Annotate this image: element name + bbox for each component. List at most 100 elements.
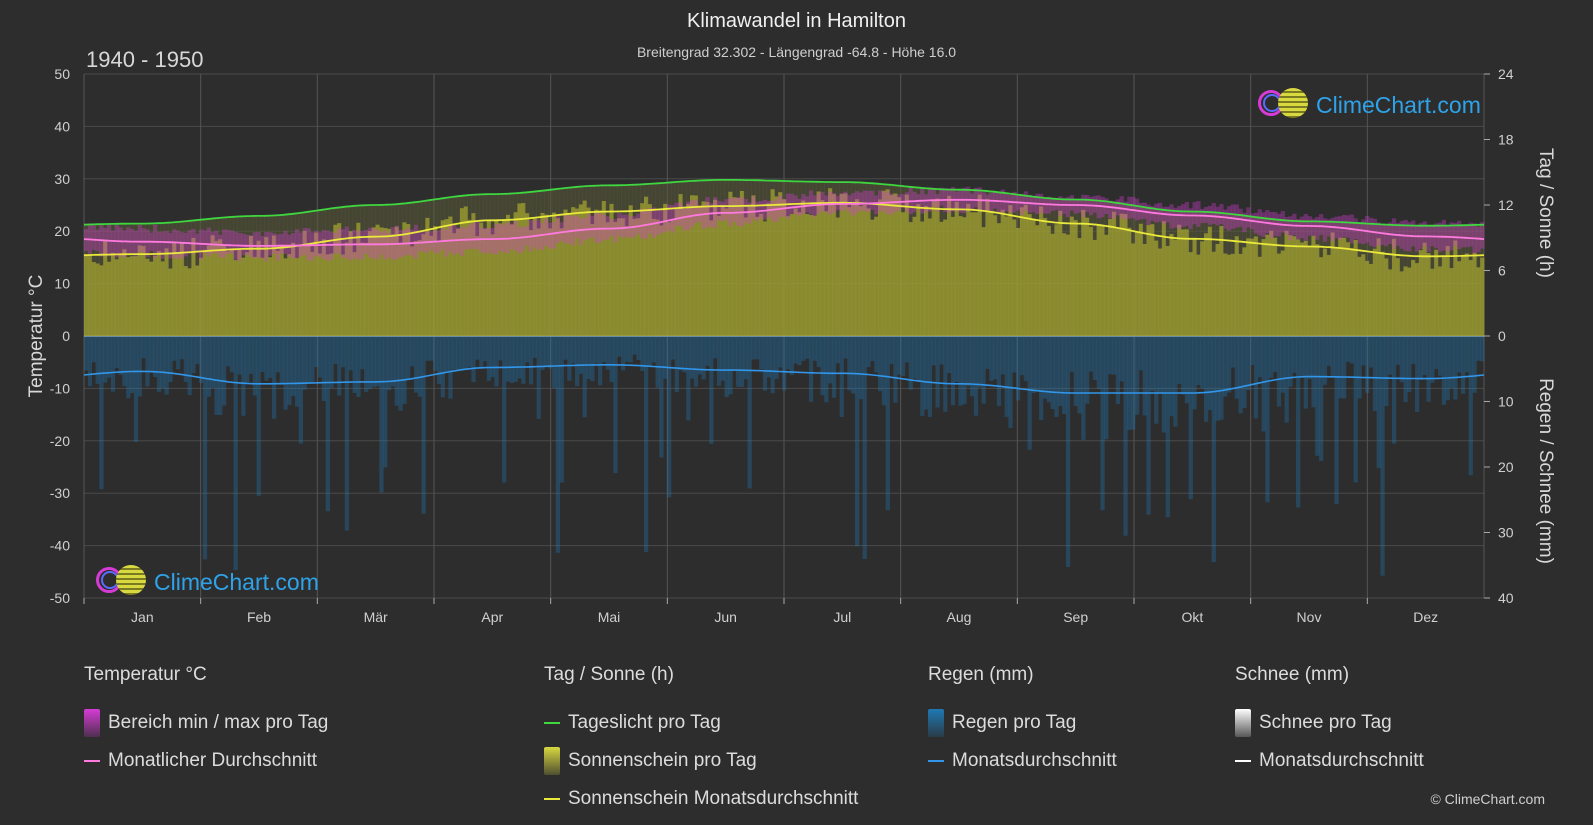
legend-swatch [1235,760,1251,762]
rain-bar [1207,336,1213,411]
rain-bar [413,336,419,393]
rain-bar [1460,336,1466,394]
right-axis-title-top: Tag / Sonne (h) [1535,148,1556,278]
sunshine-bar [693,195,699,336]
rain-bar [831,336,837,398]
rain-bar [1111,336,1117,375]
rain-bar [1399,336,1404,383]
temp-range-bar [298,232,304,257]
sunshine-bar [486,220,491,336]
legend-item: Regen pro Tag [928,704,1117,742]
sunshine-bar [835,217,841,336]
temp-range-bar [237,232,242,261]
temp-range-bar [1380,223,1385,246]
sunshine-bar [590,223,595,336]
rain-bar [294,336,300,407]
sunshine-bar [110,252,116,336]
sunshine-bar [252,256,258,336]
sunshine-bar [1273,237,1278,336]
temp-range-bar [360,231,365,260]
logo-top[interactable]: ClimeChart.com [1258,88,1481,122]
sunshine-bar [513,212,518,336]
temp-range-bar [179,232,185,259]
rain-bar [993,336,998,380]
temp-range-bar [283,230,288,254]
sunshine-bar [1288,235,1293,336]
temp-range-bar [889,193,894,215]
rain-bar [693,336,699,387]
rain-bar [617,336,622,357]
sunshine-bar [1108,219,1113,336]
rain-bar [498,336,503,361]
sunshine-bar [574,208,580,336]
sunshine-bar [736,197,741,336]
temp-range-bar [1019,195,1025,215]
temp-range-bar [1311,218,1316,236]
sunshine-bar [237,248,242,336]
rain-bar [271,336,277,419]
legend-label: Monatlicher Durchschnitt [108,750,318,771]
rain-bar [364,336,369,392]
temp-range-bar [747,202,752,224]
temp-range-bar [985,194,990,212]
rain-bar [1445,336,1450,401]
rain-bar [406,336,411,380]
sunshine-bar [1062,233,1067,336]
rain-bar [402,336,407,404]
rain-bar [248,336,254,374]
rain-bar [337,336,342,396]
temp-range-bar [1480,222,1485,249]
rain-bar [1192,336,1197,410]
rain-bar [1357,336,1362,399]
rain-bar [130,336,135,394]
sunshine-bar [459,208,465,336]
sunshine-bar [1437,266,1443,336]
rain-bar [736,336,741,387]
temp-range-bar [532,220,538,248]
temp-range-bar [732,198,737,222]
rain-bar [670,336,676,360]
rain-bar [1457,336,1462,373]
rain-bar [720,336,725,381]
rain-bar [1384,336,1389,407]
temp-range-bar [1384,224,1389,247]
sunshine-bar [275,250,281,336]
left-tick-label: -20 [50,433,70,449]
month-label: Aug [947,609,972,625]
sunshine-bar [624,226,630,336]
logo-bottom[interactable]: ClimeChart.com [96,565,319,599]
temp-range-bar [870,190,875,210]
rain-bar [156,336,162,392]
sunshine-bar [690,195,695,336]
temp-range-bar [279,233,284,254]
sunshine-bar [168,268,173,336]
rain-bar [1265,336,1270,503]
sunshine-bar [651,218,656,336]
temp-range-bar [647,207,653,234]
sunshine-bar [1418,250,1424,336]
temp-range-bar [866,190,871,212]
temp-range-bar [667,204,672,231]
rain-bar [153,336,158,377]
rain-bar [440,336,445,398]
sunshine-bar [352,252,357,336]
legend-swatch [544,798,560,800]
rain-bar [410,336,415,367]
sunshine-bar [456,228,461,336]
rain-bar [1368,336,1374,368]
rain-bar [1188,336,1193,500]
rain-bar [647,336,653,367]
rain-bar [916,336,921,382]
temp-range-bar [222,229,227,258]
temp-range-bar [1219,204,1224,225]
sunshine-bar [1345,242,1351,336]
temp-range-bar [881,191,887,212]
temp-range-bar [1161,206,1167,225]
temp-range-bar [379,231,384,255]
sunshine-bar [1211,251,1216,336]
sunshine-bar [202,249,208,336]
rain-bar [314,336,319,368]
rain-bar [114,336,119,369]
sunshine-bar [1177,224,1182,336]
rain-bar [690,336,695,379]
